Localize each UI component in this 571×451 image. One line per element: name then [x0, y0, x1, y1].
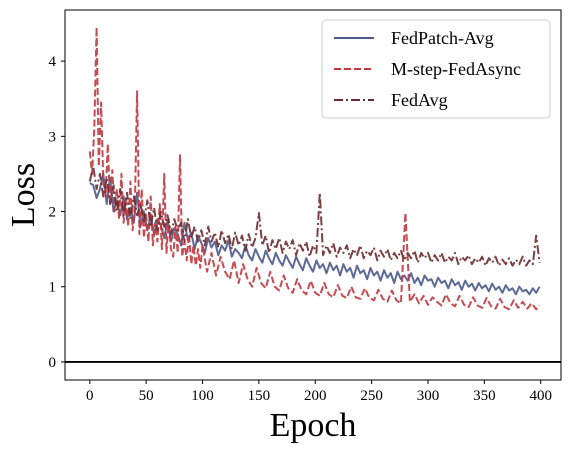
- y-axis-title: Loss: [5, 163, 42, 227]
- series-line-3: [88, 165, 541, 267]
- y-axis-ticks: 0 1 2 3 4: [49, 54, 65, 371]
- x-tick-label: 100: [191, 388, 214, 404]
- y-tick-label: 3: [49, 129, 57, 145]
- x-tick-label: 50: [139, 388, 154, 404]
- legend-label-1: FedPatch-Avg: [391, 28, 494, 48]
- legend-label-2: M-step-FedAsync: [391, 59, 521, 79]
- plot-frame: [64, 9, 562, 381]
- x-tick-label: 0: [86, 388, 94, 404]
- x-tick-label: 300: [417, 388, 440, 404]
- x-axis-ticks: 0 50 100 150 200 250 300 350 400: [86, 380, 552, 404]
- x-tick-label: 350: [473, 388, 496, 404]
- x-axis-title: Epoch: [270, 407, 357, 444]
- legend: FedPatch-Avg M-step-FedAsync FedAvg: [321, 19, 551, 119]
- legend-label-3: FedAvg: [391, 90, 448, 110]
- series-line-1: [89, 172, 541, 296]
- y-tick-label: 4: [49, 54, 57, 70]
- x-tick-label: 200: [304, 388, 327, 404]
- x-tick-label: 250: [360, 388, 383, 404]
- legend-box: [321, 19, 551, 119]
- series-line-2: [88, 26, 541, 311]
- y-tick-label: 0: [49, 355, 57, 371]
- x-tick-label: 150: [248, 388, 271, 404]
- y-tick-label: 1: [49, 280, 57, 296]
- y-tick-label: 2: [49, 205, 57, 221]
- series-layer: [88, 26, 541, 311]
- x-tick-label: 400: [529, 388, 552, 404]
